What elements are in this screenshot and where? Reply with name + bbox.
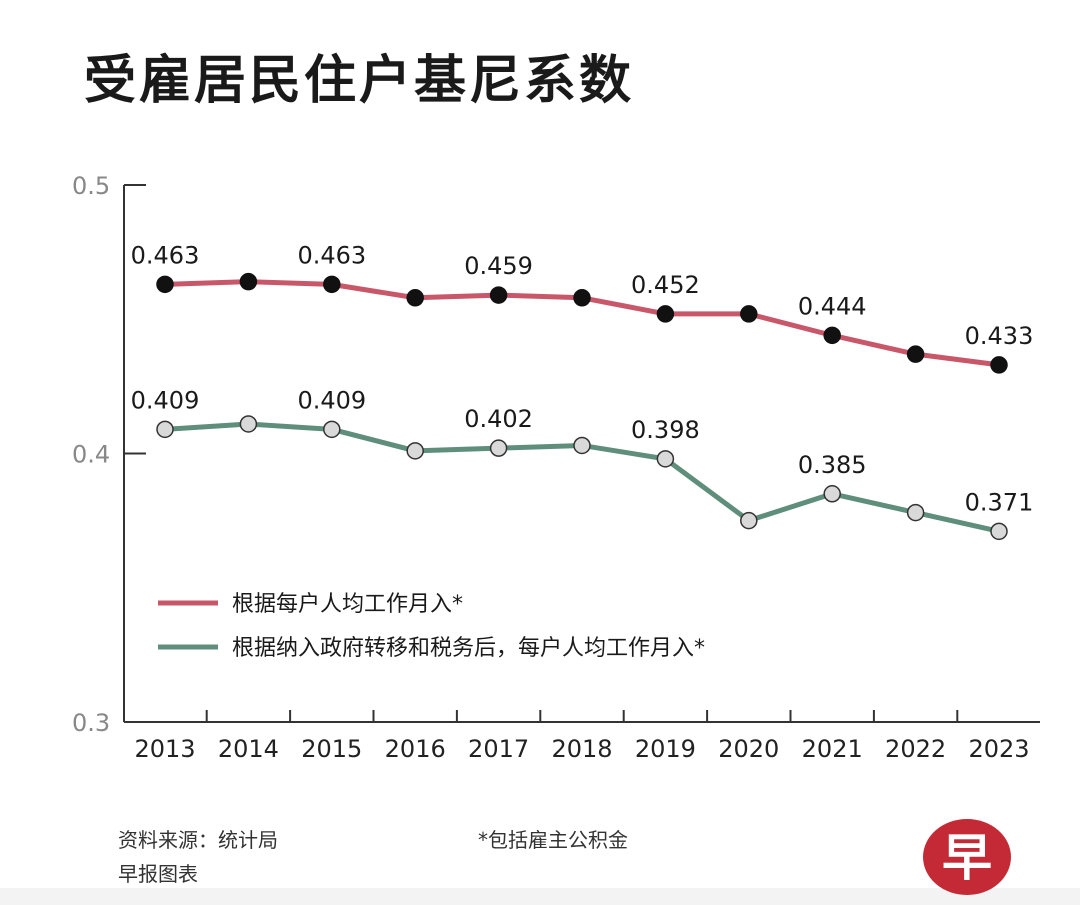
data-point bbox=[823, 485, 841, 503]
chart-legend: 根据每户人均工作月入* 根据纳入政府转移和税务后，每户人均工作月入* bbox=[158, 592, 705, 661]
data-label: 0.409 bbox=[297, 386, 366, 414]
zaobao-logo-icon: 早 bbox=[923, 819, 1011, 895]
data-label: 0.402 bbox=[464, 405, 533, 433]
x-tick-label: 2020 bbox=[718, 735, 779, 763]
data-point bbox=[323, 420, 341, 439]
data-point bbox=[656, 305, 675, 323]
x-tick-label: 2013 bbox=[134, 735, 195, 763]
data-point bbox=[906, 503, 925, 522]
data-point bbox=[740, 511, 758, 530]
data-point bbox=[406, 442, 424, 460]
x-tick-label: 2015 bbox=[301, 735, 362, 763]
data-point bbox=[573, 436, 591, 455]
data-point bbox=[656, 450, 675, 468]
credit-note: 早报图表 bbox=[118, 862, 198, 886]
data-label: 0.433 bbox=[965, 322, 1034, 350]
data-point bbox=[156, 420, 174, 439]
footnote: *包括雇主公积金 bbox=[478, 828, 628, 852]
chart-axes: 0.3 0.4 0.5 2013 2014 2015 2016 2017 2018 2019 202… bbox=[72, 172, 1040, 763]
y-tick-label: 0.5 bbox=[72, 172, 110, 200]
page-title: 受雇居民住户基尼系数 bbox=[84, 51, 635, 111]
svg-text:早: 早 bbox=[942, 829, 992, 887]
data-point bbox=[823, 326, 841, 345]
data-point bbox=[239, 272, 258, 291]
data-point bbox=[573, 289, 591, 307]
data-label: 0.452 bbox=[631, 271, 700, 299]
x-tick-label: 2023 bbox=[968, 735, 1029, 763]
data-label: 0.371 bbox=[965, 488, 1034, 516]
x-tick-label: 2017 bbox=[468, 735, 529, 763]
legend-label: 根据纳入政府转移和税务后，每户人均工作月入* bbox=[232, 636, 705, 661]
x-tick-label: 2018 bbox=[551, 735, 612, 763]
data-label: 0.398 bbox=[631, 416, 700, 444]
chart-series: 0.463 0.463 0.459 0.452 0.444 0.433 0.409 0.409… bbox=[131, 241, 1034, 541]
data-label: 0.385 bbox=[798, 451, 867, 479]
x-tick-label: 2021 bbox=[802, 735, 863, 763]
data-point bbox=[239, 415, 258, 433]
x-tick-label: 2019 bbox=[635, 735, 696, 763]
x-tick-label: 2022 bbox=[885, 735, 946, 763]
bottom-strip bbox=[0, 888, 1080, 905]
data-point bbox=[323, 275, 341, 294]
source-note: 资料来源：统计局 bbox=[118, 828, 278, 852]
data-point bbox=[990, 356, 1008, 374]
data-label: 0.409 bbox=[131, 386, 200, 414]
data-point bbox=[489, 286, 508, 304]
data-label: 0.463 bbox=[297, 241, 366, 269]
data-point bbox=[489, 439, 508, 457]
data-label: 0.459 bbox=[464, 252, 533, 280]
data-point bbox=[406, 289, 424, 307]
legend-label: 根据每户人均工作月入* bbox=[232, 592, 463, 617]
x-tick-label: 2014 bbox=[218, 735, 279, 763]
y-tick-label: 0.3 bbox=[72, 709, 110, 737]
data-point bbox=[990, 522, 1008, 541]
data-point bbox=[156, 275, 174, 294]
data-label: 0.463 bbox=[131, 241, 200, 269]
data-point bbox=[906, 345, 925, 363]
y-tick-label: 0.4 bbox=[72, 441, 110, 469]
x-tick-label: 2016 bbox=[385, 735, 446, 763]
data-label: 0.444 bbox=[798, 292, 867, 320]
data-point bbox=[740, 305, 758, 323]
